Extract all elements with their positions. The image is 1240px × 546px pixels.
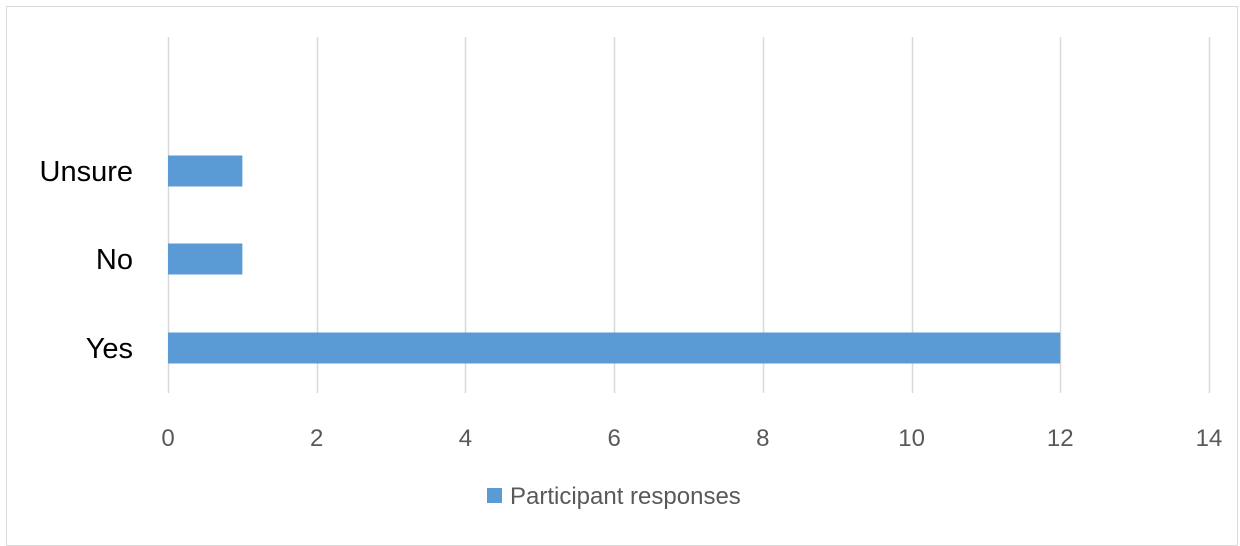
x-tick-label: 4	[459, 425, 472, 452]
bar-chart: 0 2 4 6 8 10 12 14 Yes No Unsure Participant resp…	[40, 37, 1222, 510]
x-tick-label: 2	[310, 425, 323, 452]
x-tick-label: 10	[898, 425, 925, 452]
bars	[168, 155, 1061, 364]
bar-unsure	[168, 155, 243, 187]
x-tick-label: 14	[1196, 425, 1223, 452]
x-tick-label: 8	[756, 425, 769, 452]
category-label-unsure: Unsure	[40, 156, 134, 188]
x-tick-label: 6	[607, 425, 620, 452]
legend-label: Participant responses	[510, 483, 741, 510]
category-label-no: No	[96, 244, 133, 276]
chart-frame	[6, 6, 1238, 546]
x-tick-label: 0	[161, 425, 174, 452]
x-tick-label: 12	[1047, 425, 1074, 452]
x-axis-ticks: 0 2 4 6 8 10 12 14	[161, 425, 1222, 452]
bar-yes	[168, 332, 1061, 364]
legend-swatch	[487, 488, 502, 503]
legend: Participant responses	[487, 483, 741, 510]
y-axis-categories: Yes No Unsure	[40, 156, 134, 365]
category-label-yes: Yes	[86, 333, 133, 365]
bar-no	[168, 243, 243, 275]
